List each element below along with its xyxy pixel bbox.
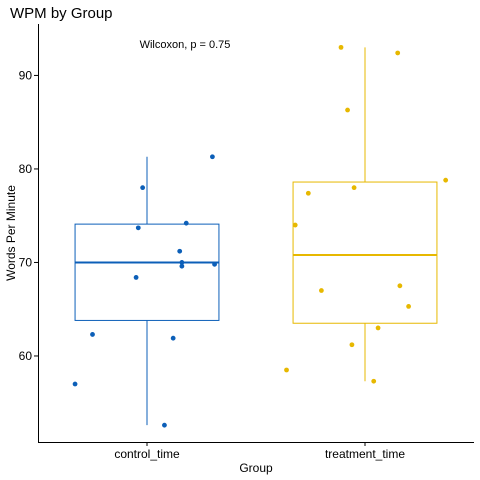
- y-tick-label-60: 60: [19, 349, 33, 363]
- data-point-control_time-7: [179, 263, 185, 269]
- data-point-control_time-10: [183, 220, 189, 226]
- data-point-treatment_time-16: [319, 288, 324, 293]
- data-point-treatment_time-20: [351, 185, 357, 191]
- data-point-control_time-12: [212, 261, 217, 267]
- data-point-control_time-5: [162, 422, 167, 428]
- data-point-control_time-4: [140, 185, 146, 191]
- data-point-treatment_time-23: [395, 50, 401, 56]
- data-point-treatment_time-25: [406, 304, 411, 309]
- y-tick-label-80: 80: [19, 162, 33, 176]
- x-tick-label-control_time: control_time: [114, 447, 180, 461]
- wilcoxon-annotation: Wilcoxon, p = 0.75: [140, 39, 231, 51]
- data-point-treatment_time-14: [292, 222, 298, 228]
- y-axis-label: Words Per Minute: [4, 185, 18, 281]
- y-tick-label-90: 90: [19, 68, 33, 82]
- x-axis-label: Group: [239, 461, 273, 475]
- data-point-treatment_time-18: [345, 107, 350, 113]
- data-point-control_time-9: [177, 248, 183, 254]
- data-point-treatment_time-19: [349, 342, 355, 348]
- data-point-treatment_time-22: [375, 325, 381, 331]
- chart-title: WPM by Group: [10, 5, 113, 22]
- data-point-treatment_time-17: [338, 44, 344, 50]
- data-point-treatment_time-13: [284, 367, 289, 373]
- box-control_time: [74, 223, 220, 321]
- data-point-treatment_time-26: [443, 177, 449, 183]
- x-tick-label-treatment_time: treatment_time: [325, 447, 405, 461]
- data-point-control_time-8: [179, 260, 185, 265]
- data-point-control_time-1: [90, 332, 95, 337]
- data-point-treatment_time-24: [397, 283, 403, 289]
- box-treatment_time: [292, 181, 438, 324]
- data-point-control_time-11: [210, 154, 215, 160]
- data-point-control_time-3: [135, 225, 141, 231]
- y-tick-label-70: 70: [19, 255, 33, 269]
- data-point-control_time-6: [170, 335, 176, 341]
- data-point-control_time-0: [72, 381, 78, 387]
- data-point-control_time-2: [133, 275, 139, 280]
- data-point-treatment_time-21: [371, 378, 377, 384]
- data-point-treatment_time-15: [305, 190, 311, 196]
